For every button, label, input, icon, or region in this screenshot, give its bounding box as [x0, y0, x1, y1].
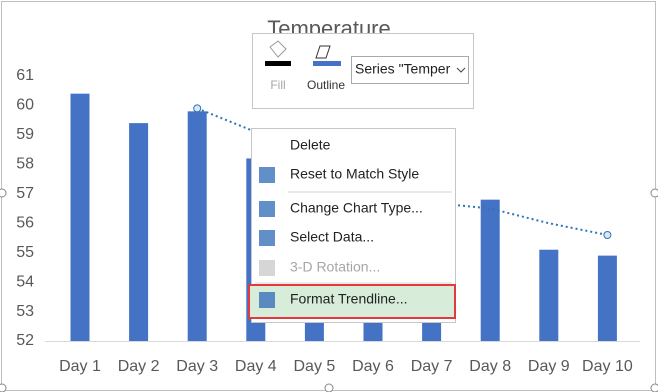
y-tick-label: 54 — [16, 273, 34, 290]
menu-item-label: Change Chart Type... — [290, 200, 423, 216]
y-tick-label: 52 — [16, 332, 34, 349]
x-tick-label: Day 8 — [469, 358, 511, 375]
outline-icon — [315, 45, 331, 59]
format-toolbar: Fill Outline Series "Temper — [252, 33, 474, 109]
menu-icon — [259, 292, 275, 308]
menu-icon — [259, 201, 275, 217]
menu-item-label: Reset to Match Style — [290, 166, 419, 182]
bar — [480, 199, 500, 341]
menu-icon — [259, 260, 275, 276]
menu-item[interactable]: Format Trendline... — [259, 291, 408, 308]
bar — [187, 111, 207, 341]
outline-label: Outline — [307, 78, 345, 92]
x-tick-label: Day 2 — [118, 358, 160, 375]
fill-button[interactable]: Fill — [265, 40, 291, 92]
x-tick-label: Day 1 — [59, 358, 101, 375]
resize-handles — [0, 188, 658, 392]
y-tick-label: 61 — [16, 67, 34, 84]
x-tick-label: Day 9 — [528, 358, 570, 375]
menu-item[interactable]: Select Data... — [259, 229, 374, 246]
menu-icon — [259, 167, 275, 183]
bar — [129, 123, 149, 341]
y-tick-label: 56 — [16, 214, 34, 231]
y-tick-label: 53 — [16, 303, 34, 320]
bar — [70, 93, 90, 342]
x-tick-label: Day 10 — [582, 358, 633, 375]
bar — [539, 249, 559, 341]
x-tick-label: Day 5 — [294, 358, 336, 375]
menu-item-label: 3-D Rotation... — [290, 259, 380, 275]
menu-item-label: Format Trendline... — [290, 291, 408, 307]
y-tick-label: 58 — [16, 156, 34, 173]
menu-item-label: Select Data... — [290, 229, 374, 245]
y-tick-label: 60 — [16, 97, 34, 114]
menu-item: 3-D Rotation... — [259, 259, 380, 276]
x-tick-label: Day 6 — [352, 358, 394, 375]
y-tick-label: 59 — [16, 126, 34, 143]
dropdown-box — [351, 56, 469, 84]
fill-icon — [269, 40, 287, 58]
fill-swatch — [265, 61, 291, 66]
x-tick-label: Day 7 — [411, 358, 453, 375]
menu-highlight — [248, 284, 456, 319]
bar — [597, 255, 617, 341]
x-tick-label: Day 3 — [176, 358, 218, 375]
menu-item[interactable]: Change Chart Type... — [259, 200, 423, 217]
outline-button[interactable]: Outline — [307, 45, 345, 92]
menu-item-label: Delete — [290, 137, 331, 153]
outline-swatch — [313, 61, 341, 66]
trendline-handle — [193, 104, 202, 113]
menu-item[interactable]: Reset to Match Style — [259, 166, 419, 183]
x-tick-label: Day 4 — [235, 358, 277, 375]
dropdown-arrow — [456, 67, 466, 73]
trendline-handle — [603, 231, 612, 239]
menu-item[interactable]: Delete — [259, 137, 331, 154]
y-tick-label: 55 — [16, 244, 34, 261]
context-menu: Delete Reset to Match Style Change Chart T… — [248, 128, 456, 323]
dropdown-text: Series "Temper — [355, 61, 451, 77]
y-tick-label: 57 — [16, 185, 34, 202]
menu-icon — [259, 230, 275, 246]
series-dropdown[interactable]: Series "Temper — [351, 56, 469, 84]
fill-label: Fill — [270, 78, 285, 92]
